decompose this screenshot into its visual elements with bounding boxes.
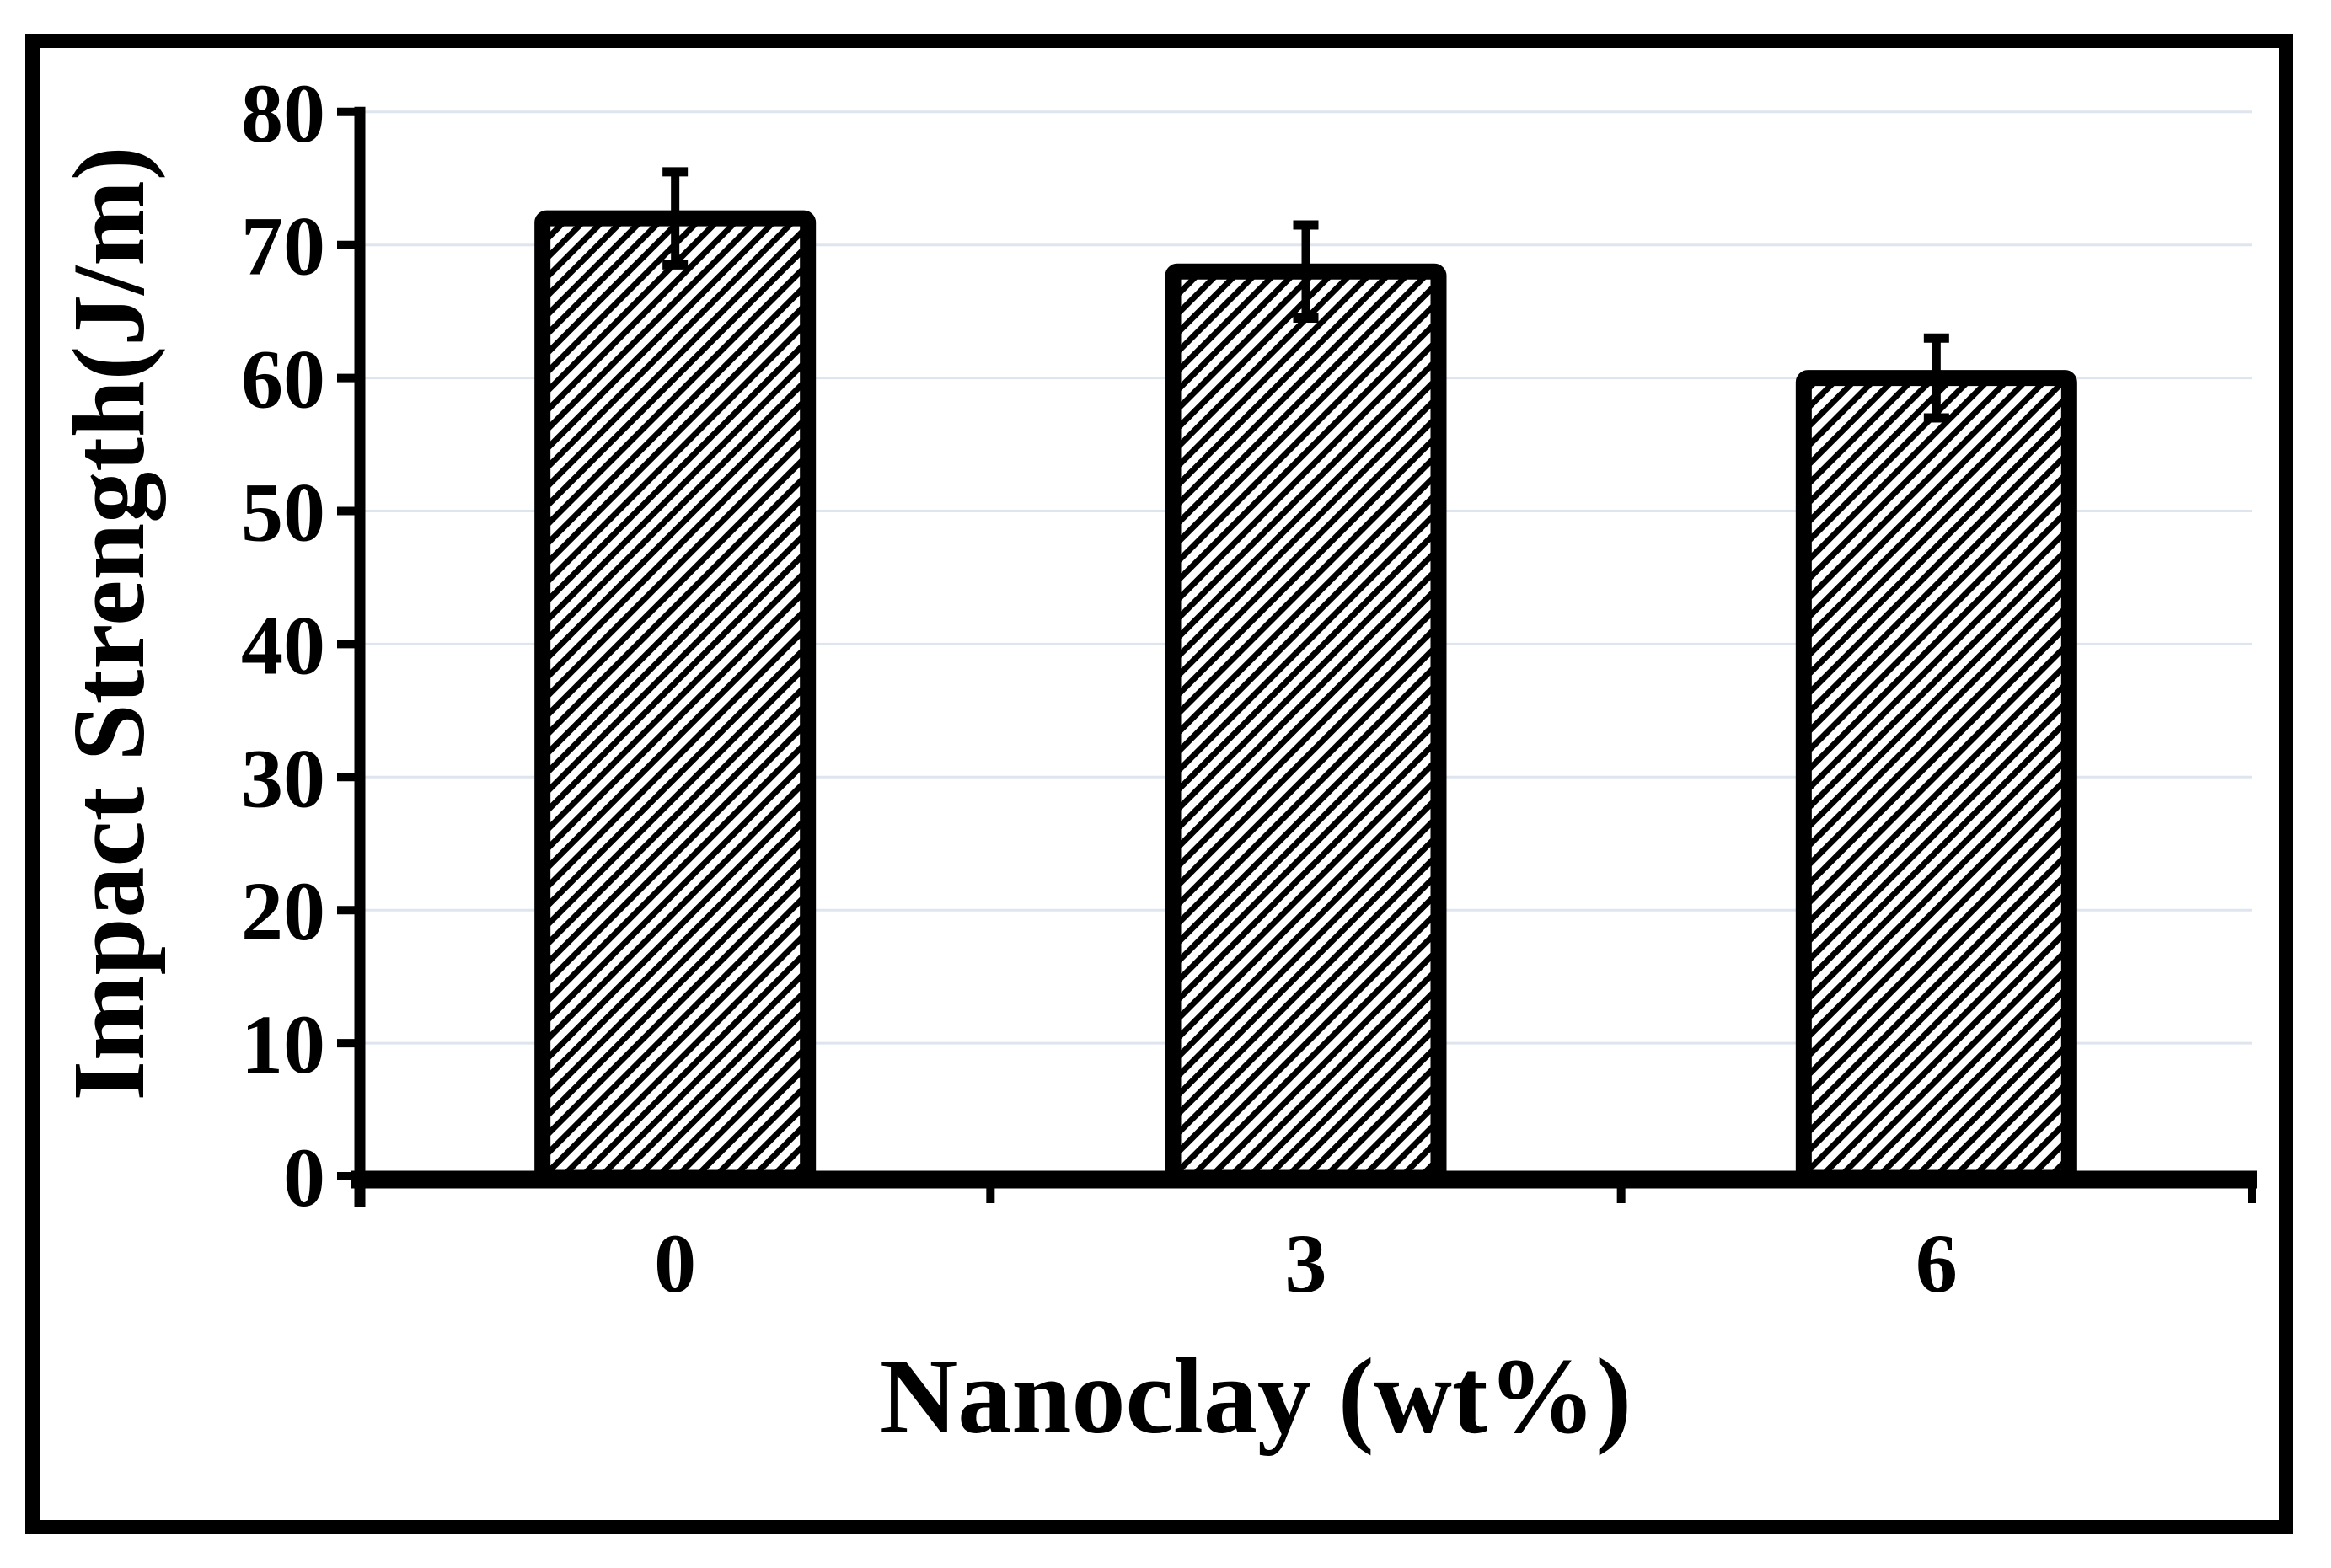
y-tick-label: 20 bbox=[241, 864, 325, 958]
bars bbox=[534, 210, 2077, 1186]
x-tick-label: 6 bbox=[1916, 1217, 1958, 1310]
y-tick-label: 60 bbox=[241, 333, 325, 426]
x-tick-label: 3 bbox=[1285, 1217, 1327, 1310]
y-tick-label: 40 bbox=[241, 598, 325, 692]
axes bbox=[337, 106, 2257, 1207]
x-axis-title: Nanoclay (wt%) bbox=[880, 1336, 1632, 1456]
bar-6 bbox=[1795, 370, 2077, 1186]
y-tick-labels: 0 10 20 30 40 50 60 70 80 bbox=[241, 67, 325, 1224]
outer-border bbox=[25, 34, 2293, 1534]
y-tick-label: 0 bbox=[283, 1131, 325, 1224]
y-tick-label: 50 bbox=[241, 466, 325, 559]
y-tick-label: 10 bbox=[241, 998, 325, 1091]
y-tick-label: 70 bbox=[241, 200, 325, 293]
x-tick-labels: 0 3 6 bbox=[654, 1217, 1958, 1310]
x-tick-label: 0 bbox=[654, 1217, 696, 1310]
y-tick-label: 80 bbox=[241, 67, 325, 160]
bar-0 bbox=[534, 210, 817, 1186]
y-axis-title: Impact Strength(J/m) bbox=[52, 147, 166, 1101]
y-tick-label: 30 bbox=[241, 731, 325, 825]
bar-3 bbox=[1165, 263, 1447, 1186]
error-bars bbox=[662, 167, 1949, 423]
